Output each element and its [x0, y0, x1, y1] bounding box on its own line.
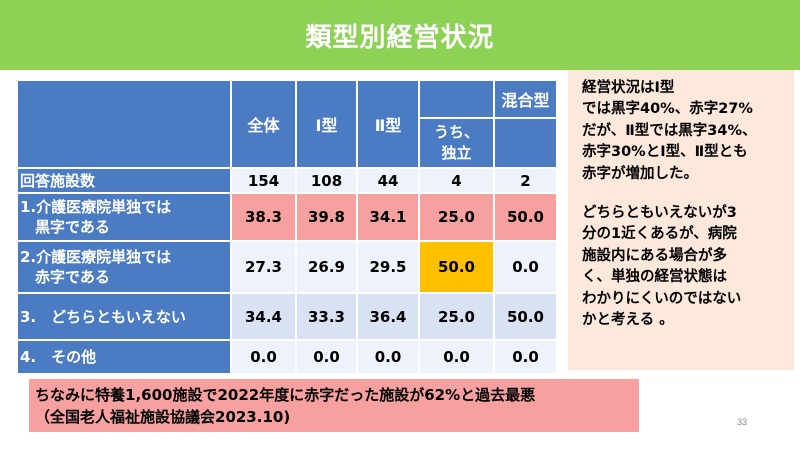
table-cell: 36.4	[356, 292, 420, 341]
table-cell: 2	[493, 167, 558, 194]
table-cell: 50.0	[493, 292, 558, 341]
header-corner	[16, 79, 232, 169]
page-number: 33	[737, 417, 748, 427]
table-row: 2.介護医療院単独では 赤字である 27.3 26.9 29.5 50.0 0.…	[16, 240, 558, 294]
table-cell: 34.1	[356, 192, 420, 242]
table-cell: 33.3	[295, 292, 358, 341]
table-row: 1.介護医療院単独では 黒字である 38.3 39.8 34.1 25.0 50…	[16, 192, 558, 242]
row-label: 1.介護医療院単独では 黒字である	[16, 192, 232, 242]
row-label: 2.介護医療院単独では 赤字である	[16, 240, 232, 294]
table-cell: 0.0	[493, 339, 558, 375]
header-type1: Ⅰ型	[295, 79, 358, 169]
header-row-top: 全体 Ⅰ型 Ⅱ型 混合型	[16, 79, 558, 169]
commentary-paragraph-2: どちらともいえないが3 分の1近くあるが、病院 施設内にある場合が多 く、単独の…	[582, 205, 742, 329]
header-all: 全体	[230, 79, 297, 169]
header-mixed: 混合型	[493, 79, 558, 119]
row-label: 回答施設数	[16, 167, 232, 194]
table-row: 3. どちらともいえない 34.4 33.3 36.4 25.0 50.0	[16, 292, 558, 341]
table-row: 4. その他 0.0 0.0 0.0 0.0 0.0	[16, 339, 558, 375]
table-cell: 0.0	[230, 339, 297, 375]
table-cell: 38.3	[230, 192, 297, 242]
header-type2: Ⅱ型	[356, 79, 420, 169]
table-cell: 26.9	[295, 240, 358, 294]
table-cell: 25.0	[418, 192, 495, 242]
footnote-box: ちなみに特養1,600施設で2022年度に赤字だった施設が62%と過去最悪 （全…	[29, 379, 639, 432]
table-cell: 0.0	[493, 240, 558, 294]
row-label: 3. どちらともいえない	[16, 292, 232, 341]
highlighted-cell: 50.0	[418, 240, 495, 294]
table-cell: 29.5	[356, 240, 420, 294]
header-mixed-sub-blank	[493, 117, 558, 169]
commentary-paragraph-1: 経営状況はⅠ型 では黒字40%、赤字27% だが、Ⅱ型では黒字34%、 赤字30…	[582, 80, 757, 182]
title-bar: 類型別経営状況	[0, 0, 800, 70]
table-cell: 25.0	[418, 292, 495, 341]
table-cell: 34.4	[230, 292, 297, 341]
status-table: 全体 Ⅰ型 Ⅱ型 混合型 うち、 独立 回答施設数 154 108 44 4 2…	[16, 79, 558, 375]
table-cell: 0.0	[418, 339, 495, 375]
table-cell: 108	[295, 167, 358, 194]
table-cell: 0.0	[356, 339, 420, 375]
table-cell: 50.0	[493, 192, 558, 242]
footnote-line-1: ちなみに特養1,600施設で2022年度に赤字だった施設が62%と過去最悪	[35, 386, 536, 404]
table-cell: 0.0	[295, 339, 358, 375]
row-label: 4. その他	[16, 339, 232, 375]
footnote-source: （全国老人福祉施設協議会2023.10)	[35, 408, 291, 426]
table-row: 回答施設数 154 108 44 4 2	[16, 167, 558, 194]
table-cell: 39.8	[295, 192, 358, 242]
header-mixed-independent: うち、 独立	[418, 117, 495, 169]
table-cell: 27.3	[230, 240, 297, 294]
table-cell: 4	[418, 167, 495, 194]
slide-title: 類型別経営状況	[305, 22, 495, 53]
header-spacer	[418, 79, 495, 119]
table-cell: 154	[230, 167, 297, 194]
header-row-bottom: うち、 独立	[17, 117, 558, 169]
table-cell: 44	[356, 167, 420, 194]
commentary-box: 経営状況はⅠ型 では黒字40%、赤字27% だが、Ⅱ型では黒字34%、 赤字30…	[568, 70, 794, 370]
